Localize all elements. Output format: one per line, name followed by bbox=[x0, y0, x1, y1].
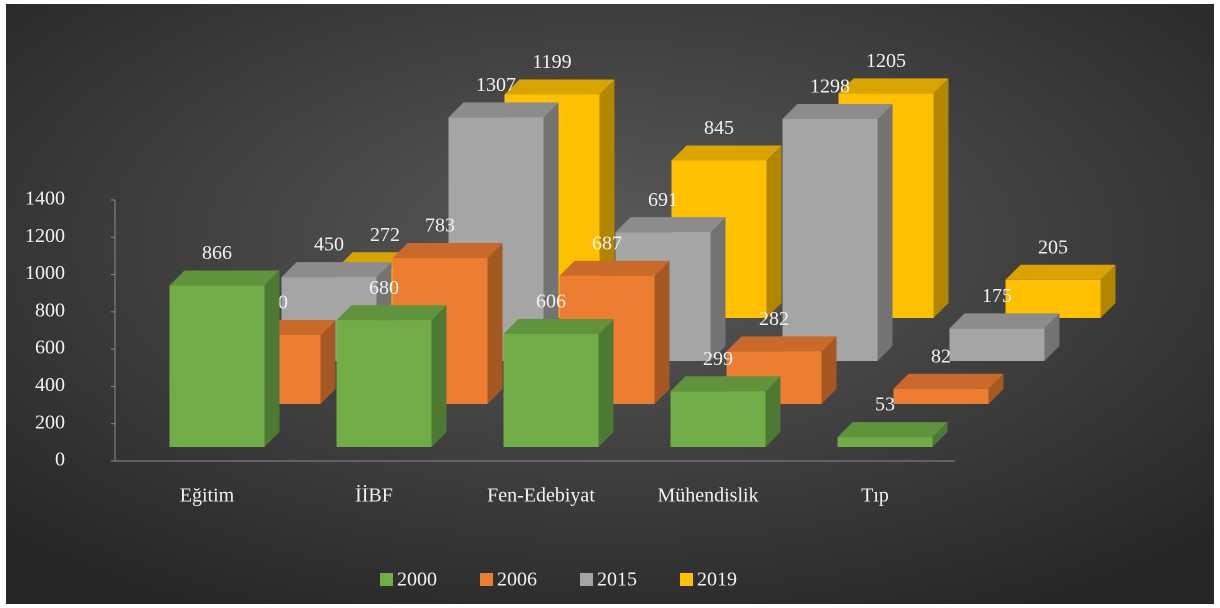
bar-side bbox=[320, 320, 336, 404]
bar-side bbox=[598, 319, 614, 447]
bar-top bbox=[838, 78, 949, 94]
bar-side bbox=[766, 145, 782, 318]
bar-side bbox=[543, 102, 559, 361]
y-tick-label: 1400 bbox=[25, 188, 65, 210]
bar-top bbox=[281, 262, 392, 278]
bar bbox=[1005, 279, 1101, 318]
bar bbox=[949, 328, 1045, 361]
bar bbox=[782, 119, 878, 361]
data-label: 691 bbox=[648, 189, 678, 211]
bar-top bbox=[670, 376, 781, 392]
bar bbox=[503, 334, 599, 447]
legend-label: 2015 bbox=[597, 569, 637, 591]
legend-swatch bbox=[580, 573, 593, 586]
data-label: 1199 bbox=[532, 51, 571, 73]
bar bbox=[837, 437, 933, 447]
x-tick-label: Eğitim bbox=[180, 485, 235, 507]
data-label: 866 bbox=[202, 242, 232, 264]
y-tick-label: 400 bbox=[35, 374, 65, 396]
y-tick-label: 1200 bbox=[25, 225, 65, 247]
bar-side bbox=[988, 373, 1004, 404]
data-label: 205 bbox=[1038, 236, 1068, 258]
data-label: 783 bbox=[425, 215, 455, 237]
data-label: 175 bbox=[982, 285, 1012, 307]
x-tick-label: İİBF bbox=[355, 484, 393, 507]
bar-top bbox=[336, 305, 447, 321]
bar-side bbox=[487, 243, 503, 404]
bar bbox=[670, 391, 766, 447]
bar-side bbox=[765, 376, 781, 447]
bar bbox=[336, 320, 432, 447]
bar-top bbox=[169, 270, 280, 286]
data-label: 606 bbox=[536, 291, 566, 313]
data-label: 1298 bbox=[810, 76, 850, 98]
bar-top bbox=[726, 336, 837, 352]
bar-side bbox=[599, 79, 615, 319]
bar-top bbox=[671, 145, 782, 161]
y-tick-label: 0 bbox=[55, 449, 65, 471]
legend-swatch bbox=[680, 573, 693, 586]
y-tick-label: 200 bbox=[35, 411, 65, 433]
bar-top bbox=[782, 104, 893, 120]
bar-top bbox=[893, 373, 1004, 389]
bar bbox=[893, 388, 989, 404]
bar-top bbox=[1005, 264, 1116, 280]
bar bbox=[169, 285, 265, 447]
data-label: 1205 bbox=[866, 50, 906, 72]
bar-top bbox=[559, 260, 670, 276]
bar-side bbox=[1044, 313, 1060, 361]
legend-label: 2019 bbox=[697, 569, 737, 591]
bar-side bbox=[877, 104, 893, 361]
y-tick-label: 800 bbox=[35, 299, 65, 321]
y-tick-label: 1000 bbox=[25, 262, 65, 284]
data-label: 845 bbox=[704, 117, 734, 139]
data-label: 1307 bbox=[476, 74, 516, 96]
data-label: 680 bbox=[369, 277, 399, 299]
bar-side bbox=[1100, 264, 1116, 318]
legend-swatch bbox=[480, 573, 493, 586]
bar-side bbox=[933, 78, 949, 318]
bar-side bbox=[932, 422, 948, 447]
x-tick-label: Tıp bbox=[861, 485, 889, 507]
data-label: 282 bbox=[759, 308, 789, 330]
bar-top bbox=[392, 243, 503, 259]
bar-top bbox=[615, 217, 726, 233]
bar-side bbox=[431, 305, 447, 447]
data-label: 82 bbox=[931, 345, 951, 367]
data-label: 687 bbox=[592, 233, 622, 255]
data-label: 53 bbox=[875, 394, 895, 416]
data-label: 450 bbox=[314, 234, 344, 256]
bar-top bbox=[448, 102, 559, 118]
bar-side bbox=[654, 260, 670, 404]
y-tick-label: 600 bbox=[35, 337, 65, 359]
legend-swatch bbox=[380, 573, 393, 586]
bar-top bbox=[837, 422, 948, 438]
data-label: 272 bbox=[370, 224, 400, 246]
bar-side bbox=[264, 270, 280, 447]
legend-label: 2000 bbox=[397, 569, 437, 591]
bar-side bbox=[821, 336, 837, 404]
bar-top bbox=[949, 313, 1060, 329]
data-label: 299 bbox=[703, 348, 733, 370]
x-tick-label: Fen-Edebiyat bbox=[487, 485, 595, 507]
legend-label: 2006 bbox=[497, 569, 537, 591]
bar-top bbox=[504, 79, 615, 95]
x-tick-label: Mühendislik bbox=[657, 485, 758, 507]
bar-side bbox=[710, 217, 726, 361]
bar-top bbox=[503, 319, 614, 335]
